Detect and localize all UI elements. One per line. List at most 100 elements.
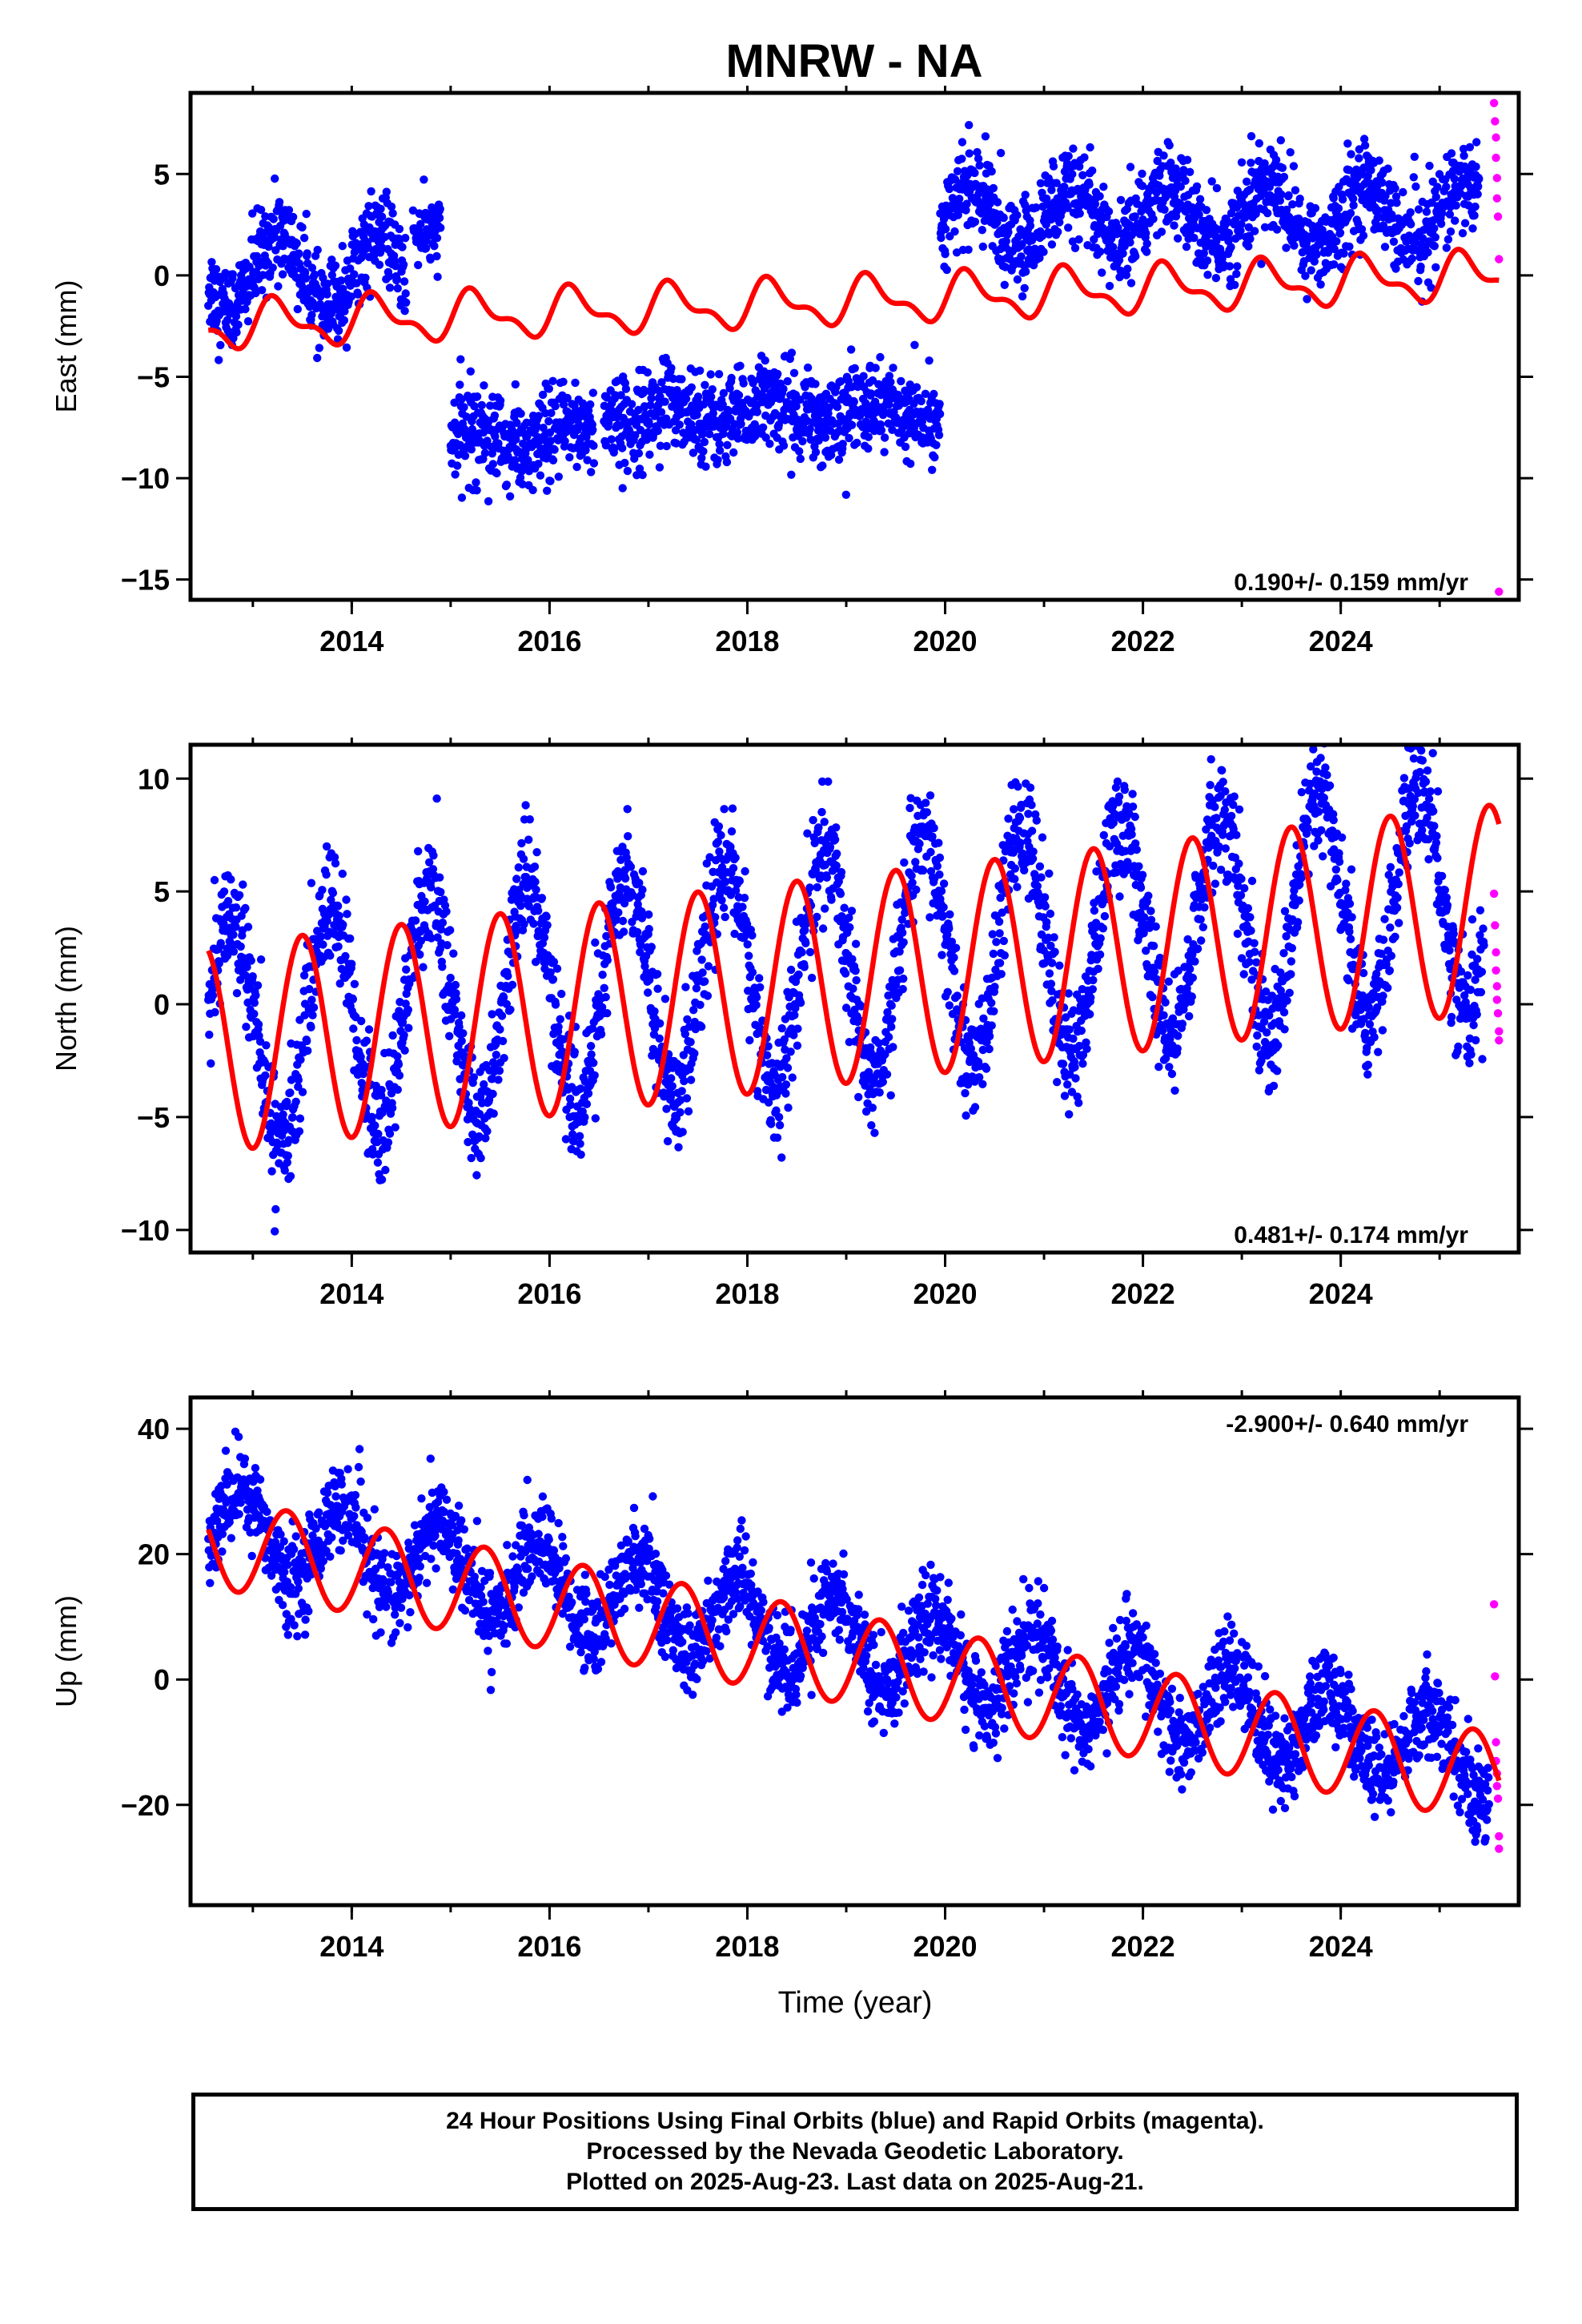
north-data-point [582,1100,592,1108]
east-data-point [457,493,467,502]
east-data-point [295,249,303,258]
east-data-point [401,234,410,243]
east-data-point [1181,176,1190,185]
north-data-point [219,919,228,928]
north-data-point [516,901,525,911]
east-data-point [689,448,698,457]
east-data-point [987,167,996,176]
east-data-point [1301,271,1310,280]
north-data-point [388,1031,397,1040]
east-data-point [251,288,260,298]
north-data-point [455,1023,464,1031]
east-data-point [1246,235,1255,243]
east-data-point [1347,150,1355,159]
north-data-point [935,853,945,862]
east-data-point [607,435,616,444]
east-data-point [722,457,732,467]
north-data-point [287,1076,296,1084]
north-data-point [895,947,904,956]
north-data-point [989,949,998,959]
east-data-point [391,262,400,271]
east-data-point [353,290,363,299]
east-data-point [376,204,385,213]
north-data-point [1038,833,1047,842]
east-data-point [1078,171,1087,179]
north-data-point [676,1108,685,1117]
north-data-point [223,897,233,906]
east-data-point [472,392,482,401]
east-data-point [952,248,962,257]
east-data-point [1380,243,1390,251]
east-data-point [364,202,373,211]
north-data-point [334,942,343,951]
east-data-point [1344,166,1354,175]
north-data-point [947,937,957,947]
east-data-point [435,214,444,223]
north-data-point [1014,782,1022,791]
east-data-point [211,265,221,274]
east-data-point [845,433,853,443]
north-data-point [279,1110,287,1119]
north-data-point [328,888,338,898]
east-data-point [701,462,710,471]
east-data-point [1126,279,1136,287]
north-data-point [425,858,434,867]
north-data-point [296,1055,305,1064]
north-data-point [748,931,757,940]
north-data-point [1035,862,1045,871]
north-data-point [1050,947,1059,956]
east-data-point [548,456,558,464]
east-data-point [554,472,563,481]
north-data-point [377,1175,387,1184]
north-data-point [950,953,958,962]
north-data-point [970,1103,980,1112]
east-data-point [207,258,216,267]
north-data-point [778,1072,787,1082]
north-data-point [557,989,566,999]
east-data-point [701,380,709,389]
north-data-point [738,903,747,911]
east-data-point [472,486,481,495]
east-data-point [504,452,512,460]
east-data-point [901,442,910,452]
north-data-point [841,1003,851,1012]
east-rapid-point [1489,99,1499,107]
east-data-point [725,384,734,393]
east-data-point [646,400,655,410]
north-data-point [497,1011,507,1020]
north-data-point [937,887,946,895]
east-data-point [1378,178,1387,187]
north-data-point [1016,838,1025,847]
north-data-point [322,842,331,851]
east-data-point [1115,272,1124,282]
east-data-point [512,435,520,444]
north-data-point [636,941,645,950]
north-data-point [849,984,857,993]
east-data-point [1275,196,1285,205]
east-data-point [880,448,889,456]
north-data-point [939,879,949,888]
north-data-point [596,1030,606,1039]
north-data-point [918,866,928,875]
east-data-point [1446,227,1456,236]
north-data-point [395,1071,404,1080]
north-data-point [449,949,458,958]
east-data-point [268,263,277,272]
north-data-point [559,1035,568,1044]
north-data-point [1075,1041,1084,1051]
north-data-point [994,917,1004,927]
east-data-point [395,224,404,234]
east-data-point [934,431,944,440]
east-data-point [1237,219,1246,229]
east-data-point [1170,221,1178,230]
east-data-point [1355,145,1364,154]
east-data-point [1465,143,1475,151]
east-data-point [400,307,409,316]
north-data-point [720,805,729,814]
north-data-point [333,902,343,911]
north-data-point [727,827,737,836]
north-data-point [307,995,316,1004]
east-data-point [706,370,715,379]
north-data-point [650,1007,659,1016]
east-rapid-point [1492,174,1502,183]
